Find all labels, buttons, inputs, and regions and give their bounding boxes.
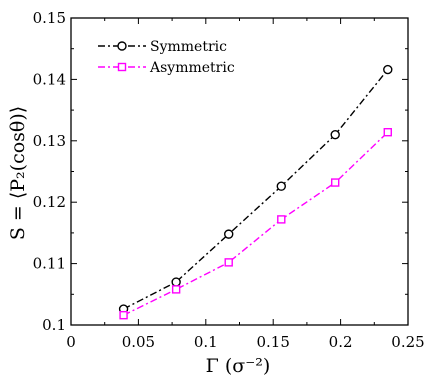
x-tick-label: 0.1 [194, 333, 218, 351]
data-point-asymmetric [119, 310, 128, 320]
y-axis-label: S = ⟨P₂(cosθ)⟩ [7, 106, 29, 240]
series-line-asymmetric [123, 131, 389, 316]
data-point-asymmetric [224, 258, 233, 267]
legend: Symmetric Asymmetric [98, 39, 235, 76]
data-point-asymmetric [383, 128, 392, 137]
x-tick-label: 0.15 [256, 333, 289, 351]
series-line-symmetric [123, 69, 389, 310]
legend-label-asymmetric: Asymmetric [149, 60, 235, 76]
data-point-asymmetric [171, 285, 181, 294]
data-point-asymmetric [277, 215, 286, 224]
y-tick-label: 0.12 [33, 193, 66, 211]
y-tick-label: 0.13 [33, 132, 66, 150]
x-tick-label: 0 [66, 333, 76, 351]
x-tick-label: 0.25 [391, 333, 424, 351]
legend-marker-asymmetric [117, 62, 127, 72]
x-axis-label: Γ (σ⁻²) [206, 355, 271, 377]
series-layer [118, 64, 393, 320]
x-tick-label: 0.05 [122, 333, 155, 351]
y-axis-ticks: 0.1 0.11 0.12 0.13 0.14 0.15 [33, 9, 408, 334]
y-tick-label: 0.11 [33, 255, 66, 273]
x-tick-label: 0.2 [329, 333, 353, 351]
data-point-symmetric [330, 129, 340, 140]
x-axis-ticks: 0 0.05 0.1 0.15 0.2 0.25 [66, 18, 425, 351]
legend-label-symmetric: Symmetric [150, 39, 227, 55]
data-point-asymmetric [331, 178, 340, 187]
data-point-symmetric [276, 181, 286, 191]
data-point-symmetric [383, 64, 393, 75]
data-point-symmetric [224, 229, 234, 239]
y-tick-label: 0.1 [42, 316, 66, 334]
data-point-symmetric [171, 277, 181, 287]
legend-marker-symmetric [117, 41, 127, 51]
y-tick-label: 0.15 [33, 9, 66, 27]
y-tick-label: 0.14 [33, 70, 66, 88]
